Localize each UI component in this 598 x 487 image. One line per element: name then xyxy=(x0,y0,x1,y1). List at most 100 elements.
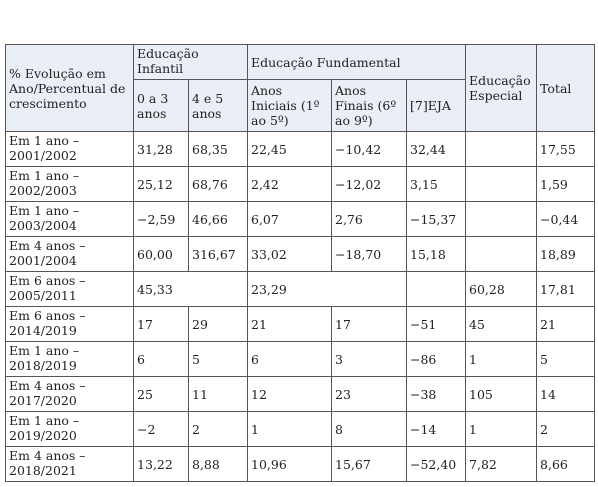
table-cell: 33,02 xyxy=(247,236,332,272)
row-label: Em 1 ano – 2019/2020 xyxy=(5,411,134,447)
table-cell: 45,33 xyxy=(133,271,248,307)
table-row: Em 4 anos – 2017/2020 25 11 12 23 −38 105 14 xyxy=(5,376,596,412)
row-label: Em 6 anos – 2014/2019 xyxy=(5,306,134,342)
table-cell: −2 xyxy=(133,411,189,447)
table-cell: 18,89 xyxy=(536,236,596,272)
table-cell: 14 xyxy=(536,376,596,412)
table-row: Em 4 anos – 2001/2004 60,00 316,67 33,02 −18… xyxy=(5,236,596,272)
table-cell: 2,76 xyxy=(331,201,407,237)
table-cell: 10,96 xyxy=(247,446,332,482)
table-cell: 316,67 xyxy=(188,236,248,272)
table-cell: −14 xyxy=(405,411,467,447)
table-cell: 22,45 xyxy=(247,131,332,167)
table-cell xyxy=(465,236,538,272)
table-cell: 17,55 xyxy=(536,131,596,167)
table-cell: 13,22 xyxy=(133,446,189,482)
header-cell: Educação Infantil xyxy=(133,44,248,80)
table-cell: 6 xyxy=(133,341,189,377)
table-cell: 5 xyxy=(188,341,248,377)
table-cell xyxy=(405,271,467,307)
table-cell: 6 xyxy=(247,341,332,377)
table-row: Em 1 ano – 2019/2020 −2 2 1 8 −14 1 2 xyxy=(5,411,596,447)
table-row: Em 1 ano – 2001/2002 31,28 68,35 22,45 −10,4… xyxy=(5,131,596,167)
header-cell: 0 a 3 anos xyxy=(133,79,189,132)
table-cell xyxy=(465,166,538,202)
table-cell: 46,66 xyxy=(188,201,248,237)
table-cell: 15,18 xyxy=(405,236,467,272)
table-row: Em 1 ano – 2002/2003 25,12 68,76 2,42 −12,02… xyxy=(5,166,596,202)
table-cell: 60,28 xyxy=(465,271,538,307)
table-row: Em 4 anos – 2018/2021 13,22 8,88 10,96 15,67… xyxy=(5,446,596,482)
row-label: Em 1 ano – 2018/2019 xyxy=(5,341,134,377)
table-cell: 1,59 xyxy=(536,166,596,202)
table-cell: 3 xyxy=(331,341,407,377)
header-cell: Total xyxy=(536,44,596,132)
table-cell: −51 xyxy=(405,306,467,342)
table-cell: 25,12 xyxy=(133,166,189,202)
table-row: Em 1 ano – 2003/2004 −2,59 46,66 6,07 2,76 −1… xyxy=(5,201,596,237)
table-cell: 5 xyxy=(536,341,596,377)
table-cell: −12,02 xyxy=(331,166,407,202)
table-cell: −2,59 xyxy=(133,201,189,237)
table-cell: −38 xyxy=(405,376,467,412)
table-cell: −86 xyxy=(405,341,467,377)
table-cell: 3,15 xyxy=(405,166,467,202)
table-cell: 32,44 xyxy=(405,131,467,167)
table-cell: 21 xyxy=(247,306,332,342)
table-cell: 105 xyxy=(465,376,538,412)
table-cell: 45 xyxy=(465,306,538,342)
table-cell: 1 xyxy=(465,341,538,377)
table-cell: −15,37 xyxy=(405,201,467,237)
table-cell xyxy=(465,131,538,167)
row-label: Em 4 anos – 2001/2004 xyxy=(5,236,134,272)
table-cell: −0,44 xyxy=(536,201,596,237)
table-cell: 15,67 xyxy=(331,446,407,482)
table-row: Em 6 anos – 2005/2011 45,33 23,29 60,28 17,8… xyxy=(5,271,596,307)
table-cell: 1 xyxy=(465,411,538,447)
table-cell: 60,00 xyxy=(133,236,189,272)
row-label: Em 4 anos – 2018/2021 xyxy=(5,446,134,482)
table-cell: −10,42 xyxy=(331,131,407,167)
header-cell: Anos Iniciais (1º ao 5º) xyxy=(247,79,332,132)
table-cell: −52,40 xyxy=(405,446,467,482)
header-cell: % Evolução em Ano/Percentual de crescime… xyxy=(5,44,134,132)
row-label: Em 1 ano – 2002/2003 xyxy=(5,166,134,202)
table-cell: 6,07 xyxy=(247,201,332,237)
table-cell: 68,35 xyxy=(188,131,248,167)
row-label: Em 4 anos – 2017/2020 xyxy=(5,376,134,412)
table-cell: 8 xyxy=(331,411,407,447)
table-cell: 23,29 xyxy=(247,271,407,307)
table-cell: 1 xyxy=(247,411,332,447)
row-label: Em 6 anos – 2005/2011 xyxy=(5,271,134,307)
table-row: Em 1 ano – 2018/2019 6 5 6 3 −86 1 5 xyxy=(5,341,596,377)
table-cell: 31,28 xyxy=(133,131,189,167)
table-cell: 2,42 xyxy=(247,166,332,202)
evolution-table: % Evolução em Ano/Percentual de crescime… xyxy=(5,44,596,482)
row-label: Em 1 ano – 2001/2002 xyxy=(5,131,134,167)
table-cell: 8,88 xyxy=(188,446,248,482)
table-cell: 17 xyxy=(331,306,407,342)
header-cell: Anos Finais (6º ao 9º) xyxy=(331,79,407,132)
table-cell: 17 xyxy=(133,306,189,342)
header-cell: Educação Fundamental xyxy=(246,44,467,80)
table-cell: 29 xyxy=(188,306,248,342)
table-cell: 12 xyxy=(247,376,332,412)
table-cell: 68,76 xyxy=(188,166,248,202)
table-cell: 25 xyxy=(133,376,189,412)
table-row: Em 6 anos – 2014/2019 17 29 21 17 −51 45 21 xyxy=(5,306,596,342)
table-cell: 21 xyxy=(536,306,596,342)
table-cell: 23 xyxy=(331,376,407,412)
table-cell: 7,82 xyxy=(465,446,538,482)
table-cell: −18,70 xyxy=(331,236,407,272)
header-cell: Educação Especial xyxy=(465,44,538,132)
table-cell: 2 xyxy=(188,411,248,447)
row-label: Em 1 ano – 2003/2004 xyxy=(5,201,134,237)
table-cell: 17,81 xyxy=(536,271,596,307)
header-cell: [7]EJA xyxy=(405,79,467,132)
table-cell: 11 xyxy=(188,376,248,412)
table-cell: 2 xyxy=(536,411,596,447)
table-cell xyxy=(465,201,538,237)
header-cell: 4 e 5 anos xyxy=(188,79,248,132)
table-cell: 8,66 xyxy=(536,446,596,482)
